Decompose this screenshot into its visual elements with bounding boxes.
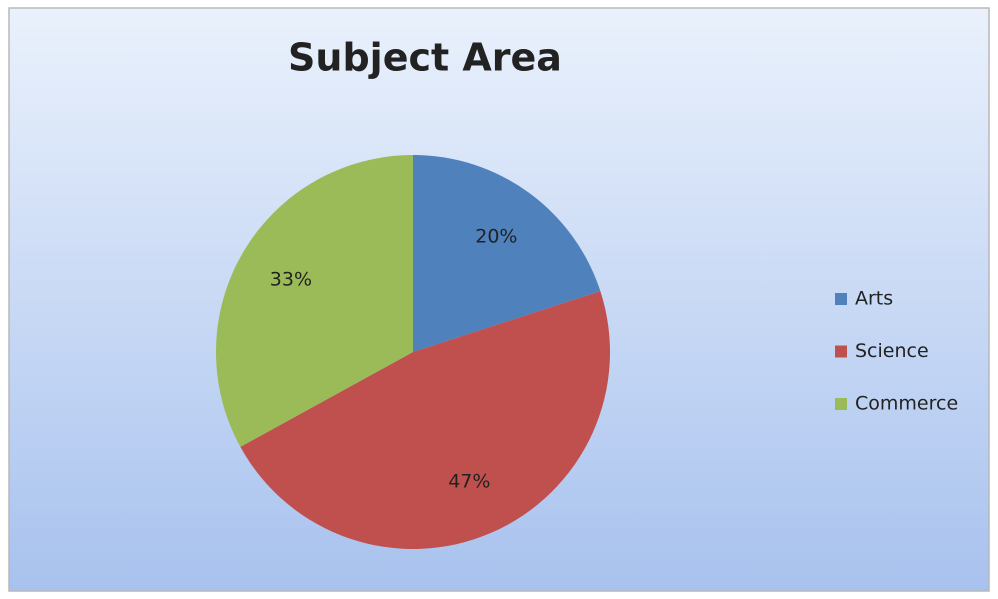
- pie-slice: [240, 291, 611, 550]
- legend-swatch: [835, 345, 847, 358]
- data-label: 33%: [270, 268, 312, 290]
- legend-swatch: [835, 398, 847, 410]
- legend-label: Commerce: [855, 393, 958, 415]
- data-label: 20%: [475, 226, 517, 248]
- legend-label: Arts: [855, 288, 893, 310]
- chart-title: Subject Area: [288, 36, 562, 80]
- data-label: 47%: [448, 471, 490, 493]
- legend-label: Science: [855, 340, 929, 362]
- pie-slice: [413, 155, 601, 352]
- pie-slice: [216, 155, 413, 447]
- legend-swatch: [835, 293, 847, 305]
